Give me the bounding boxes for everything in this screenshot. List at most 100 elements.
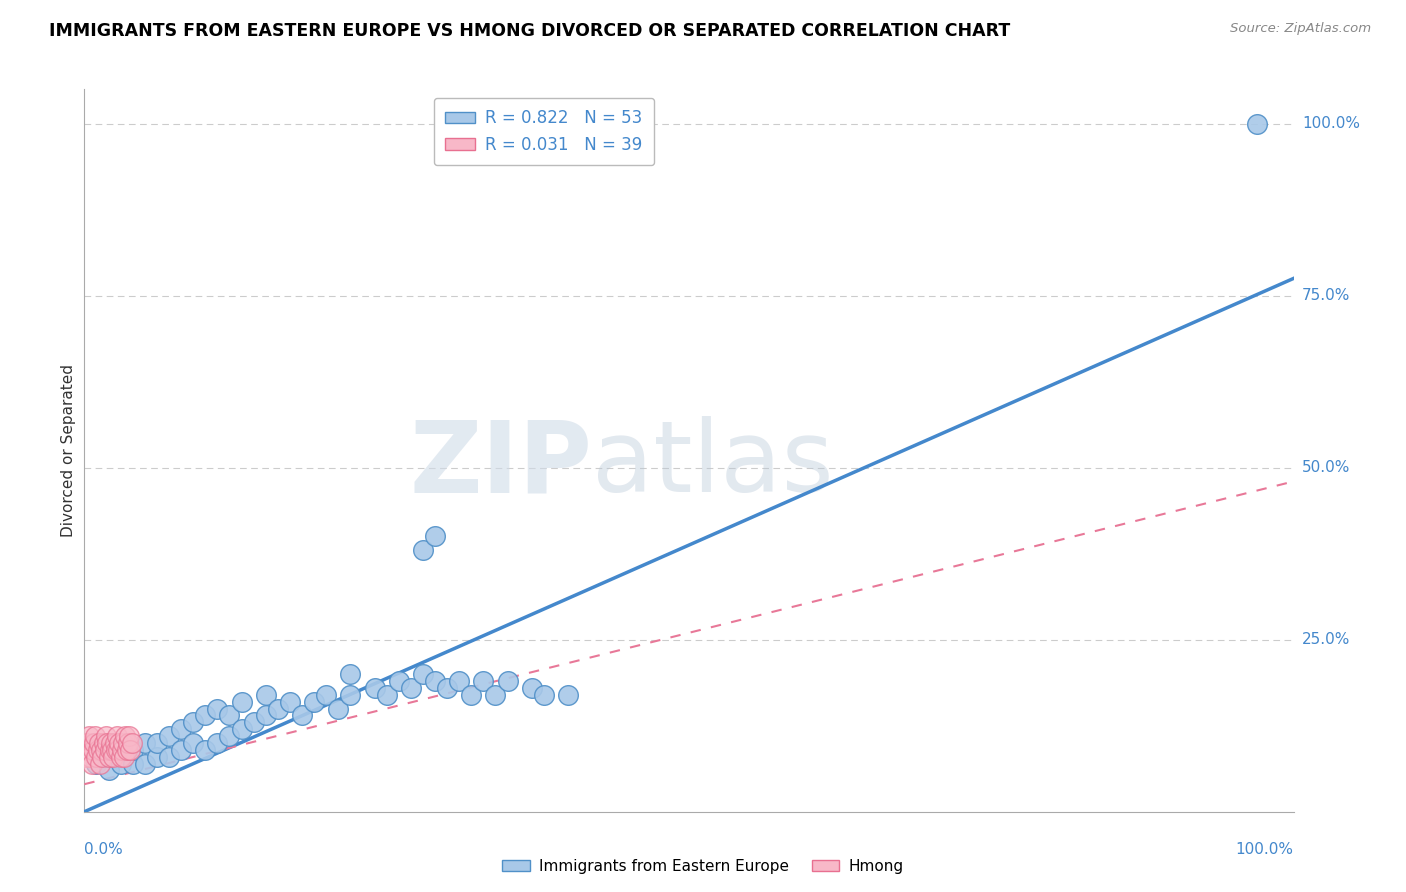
Point (82, 743, 104, 757)
Point (423, 673, 446, 688)
Point (77, 729, 100, 743)
Point (97, 749, 120, 764)
Point (80, 756, 103, 771)
Point (79, 749, 101, 764)
Point (254, 708, 277, 723)
Point (90, 743, 112, 757)
Point (181, 736, 204, 750)
Text: Source: ZipAtlas.com: Source: ZipAtlas.com (1230, 22, 1371, 36)
Point (170, 743, 193, 757)
Text: 100.0%: 100.0% (1302, 116, 1360, 131)
Text: 100.0%: 100.0% (1236, 842, 1294, 857)
Point (118, 729, 141, 743)
Point (134, 736, 156, 750)
Point (157, 729, 180, 743)
Point (460, 688, 482, 702)
Point (93, 736, 115, 750)
Text: ZIP: ZIP (409, 417, 592, 514)
Point (412, 543, 434, 558)
Point (423, 529, 446, 543)
Point (267, 701, 290, 715)
Point (146, 736, 169, 750)
Legend: R = 0.822   N = 53, R = 0.031   N = 39: R = 0.822 N = 53, R = 0.031 N = 39 (433, 97, 654, 165)
Point (83, 736, 105, 750)
Point (87, 736, 110, 750)
Point (339, 667, 361, 681)
Point (449, 673, 471, 688)
Point (104, 736, 127, 750)
Point (86, 749, 108, 764)
Point (115, 743, 138, 757)
Text: atlas: atlas (592, 417, 834, 514)
Point (328, 701, 350, 715)
Point (302, 695, 325, 709)
Point (94, 743, 117, 757)
Point (108, 736, 131, 750)
Point (496, 673, 519, 688)
Point (120, 743, 142, 757)
Text: 50.0%: 50.0% (1302, 460, 1350, 475)
Point (242, 715, 264, 730)
Point (231, 695, 253, 709)
Text: 25.0%: 25.0% (1302, 632, 1350, 648)
Point (105, 729, 128, 743)
Point (146, 749, 169, 764)
Point (375, 688, 398, 702)
Text: 0.0%: 0.0% (84, 842, 124, 857)
Point (91, 749, 114, 764)
Point (363, 681, 385, 695)
Text: 75.0%: 75.0% (1302, 288, 1350, 303)
Point (77, 743, 100, 757)
Point (101, 743, 124, 757)
Point (207, 701, 229, 715)
Point (399, 681, 422, 695)
Point (110, 756, 132, 771)
Point (96, 736, 118, 750)
Point (84, 729, 107, 743)
Point (76, 736, 98, 750)
Point (107, 743, 129, 757)
Point (231, 722, 253, 736)
Point (110, 743, 132, 757)
Point (1246, 117, 1268, 131)
Point (94, 729, 117, 743)
Point (86, 756, 108, 771)
Point (75, 749, 97, 764)
Point (121, 736, 143, 750)
Point (218, 729, 240, 743)
Point (89, 756, 111, 771)
Y-axis label: Divorced or Separated: Divorced or Separated (60, 364, 76, 537)
Point (121, 743, 143, 757)
Point (194, 708, 217, 723)
Point (86, 743, 108, 757)
Point (114, 729, 136, 743)
Point (388, 673, 411, 688)
Point (112, 736, 135, 750)
Point (207, 736, 229, 750)
Point (121, 756, 143, 771)
Point (557, 688, 579, 702)
Point (110, 749, 132, 764)
Point (412, 667, 434, 681)
Point (103, 749, 125, 764)
Point (339, 688, 361, 702)
Point (111, 743, 134, 757)
Point (181, 715, 204, 730)
Legend: Immigrants from Eastern Europe, Hmong: Immigrants from Eastern Europe, Hmong (496, 853, 910, 880)
Point (98, 743, 121, 757)
Point (100, 736, 122, 750)
Point (97, 764, 120, 778)
Point (533, 688, 555, 702)
Text: IMMIGRANTS FROM EASTERN EUROPE VS HMONG DIVORCED OR SEPARATED CORRELATION CHART: IMMIGRANTS FROM EASTERN EUROPE VS HMONG … (49, 22, 1011, 40)
Point (520, 681, 543, 695)
Point (254, 688, 277, 702)
Point (194, 743, 217, 757)
Point (291, 708, 314, 723)
Point (157, 749, 180, 764)
Point (484, 688, 506, 702)
Point (112, 749, 135, 764)
Point (104, 743, 127, 757)
Point (436, 681, 458, 695)
Point (134, 756, 156, 771)
Point (472, 673, 495, 688)
